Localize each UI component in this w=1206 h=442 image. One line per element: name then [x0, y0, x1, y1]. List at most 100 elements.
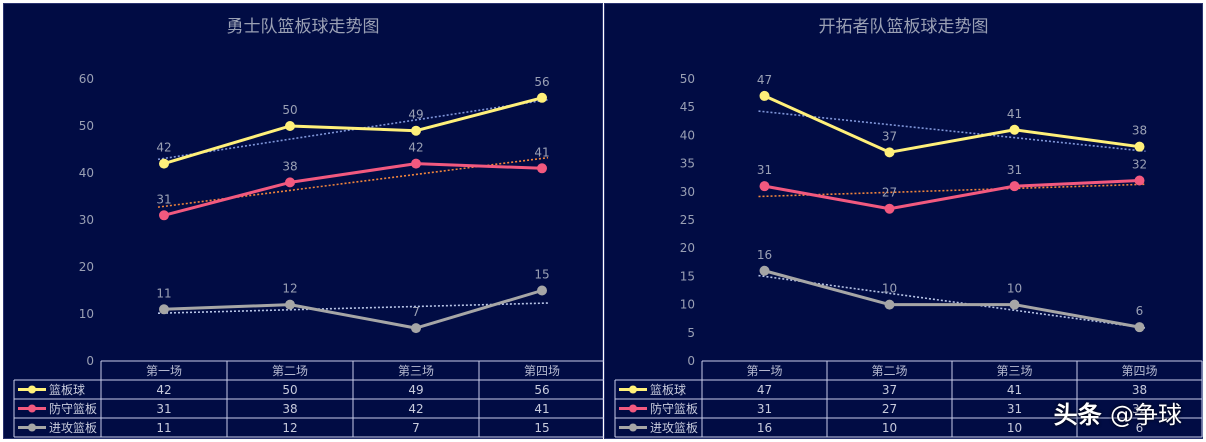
- chart-title: 开拓者队篮板球走势图: [818, 17, 989, 37]
- y-tick-label: 50: [79, 119, 94, 133]
- legend-marker: [629, 385, 637, 394]
- table-cell-value: 42: [408, 402, 423, 416]
- data-point: [285, 299, 295, 310]
- y-tick-label: 20: [79, 260, 94, 274]
- table-cell-value: 12: [282, 421, 297, 435]
- table-cell-value: 41: [534, 402, 549, 416]
- category-label: 第三场: [398, 364, 434, 378]
- y-tick-label: 30: [680, 185, 695, 199]
- data-label: 10: [1007, 282, 1022, 296]
- table-cell-value: 10: [882, 421, 897, 435]
- table-cell-value: 16: [757, 421, 772, 435]
- y-tick-label: 20: [680, 241, 695, 255]
- watermark: 头条 @争球: [1054, 395, 1182, 430]
- data-label: 7: [412, 305, 420, 319]
- series-line: [163, 162, 543, 217]
- data-label: 37: [882, 129, 897, 143]
- y-tick-label: 45: [680, 100, 695, 114]
- legend-marker: [629, 423, 637, 432]
- category-label: 第四场: [524, 364, 560, 378]
- y-tick-label: 10: [680, 298, 695, 312]
- table-cell-value: 49: [408, 383, 423, 397]
- watermark-brand: 头条: [1053, 401, 1102, 429]
- y-tick-label: 10: [79, 307, 94, 321]
- y-tick-label: 40: [680, 128, 695, 142]
- table-cell-value: 7: [412, 421, 420, 435]
- data-point: [1134, 141, 1145, 152]
- table-cell-value: 38: [1132, 383, 1147, 397]
- series-line: [163, 289, 543, 330]
- legend-marker: [28, 423, 36, 432]
- data-point: [759, 181, 770, 192]
- data-point: [159, 304, 169, 315]
- table-cell-value: 10: [1007, 421, 1022, 435]
- data-label: 42: [156, 141, 171, 155]
- data-label: 38: [282, 159, 297, 173]
- data-label: 31: [1007, 163, 1022, 177]
- y-tick-label: 60: [79, 72, 94, 86]
- data-label: 6: [1136, 304, 1144, 318]
- data-point: [411, 323, 421, 334]
- data-label: 11: [156, 286, 171, 300]
- data-point: [884, 299, 895, 310]
- table-cell-value: 31: [156, 402, 171, 416]
- table-cell-value: 32: [1132, 402, 1147, 416]
- series-line: [764, 179, 1140, 211]
- data-label: 38: [1132, 124, 1147, 138]
- table-cell-value: 11: [156, 421, 171, 435]
- y-tick-label: 35: [680, 157, 695, 171]
- data-point: [537, 163, 547, 174]
- table-cell-value: 47: [757, 383, 772, 397]
- data-point: [411, 158, 421, 169]
- data-point: [1009, 181, 1020, 192]
- data-label: 31: [757, 163, 772, 177]
- y-tick-label: 0: [687, 354, 695, 368]
- data-point: [759, 90, 770, 101]
- watermark-handle: @争球: [1110, 401, 1182, 429]
- legend-entry: 进攻篮板: [650, 420, 698, 435]
- data-label: 42: [408, 141, 423, 155]
- series-line: [763, 94, 1140, 154]
- data-label: 12: [282, 282, 297, 296]
- series-line: [764, 269, 1140, 329]
- data-label: 49: [408, 108, 423, 122]
- data-point: [537, 92, 547, 103]
- y-tick-label: 40: [79, 166, 94, 180]
- table-cell-value: 15: [534, 421, 549, 435]
- legend-entry: 篮板球: [49, 382, 85, 397]
- data-point: [1134, 175, 1145, 186]
- table-cell-value: 38: [282, 402, 297, 416]
- table-cell-value: 50: [282, 383, 297, 397]
- data-point: [1134, 322, 1145, 333]
- series-line: [163, 96, 543, 166]
- legend-entry: 进攻篮板: [49, 420, 97, 435]
- table-cell-value: 56: [534, 383, 549, 397]
- chart-panel-blazers: 开拓者队篮板球走势图 0 5 10 15 20 25 30 35 40 45 50 第一场 第二场 第三场…: [604, 3, 1203, 439]
- trend-line: [758, 110, 1146, 153]
- data-label: 47: [757, 73, 772, 87]
- legend-entry: 篮板球: [650, 382, 686, 397]
- category-label: 第三场: [996, 364, 1032, 378]
- legend-marker: [28, 385, 36, 394]
- table-cell-value: 31: [757, 402, 772, 416]
- table-cell-value: 27: [882, 402, 897, 416]
- trend-line: [758, 183, 1146, 198]
- table-cell-value: 41: [1007, 383, 1022, 397]
- table-cell-value: 42: [156, 383, 171, 397]
- data-point: [159, 210, 169, 221]
- data-point: [884, 203, 895, 214]
- category-label: 第四场: [1121, 364, 1157, 378]
- trend-line: [758, 274, 1146, 329]
- data-point: [1009, 299, 1020, 310]
- data-label: 15: [534, 268, 549, 282]
- legend-marker: [629, 404, 637, 413]
- table-cell-value: 37: [882, 383, 897, 397]
- y-tick-label: 15: [680, 269, 695, 283]
- data-label: 10: [882, 282, 897, 296]
- data-point: [159, 158, 169, 169]
- data-label: 41: [1007, 107, 1022, 121]
- y-tick-label: 30: [79, 213, 94, 227]
- legend-entry: 防守篮板: [650, 401, 698, 416]
- data-label: 50: [282, 103, 297, 117]
